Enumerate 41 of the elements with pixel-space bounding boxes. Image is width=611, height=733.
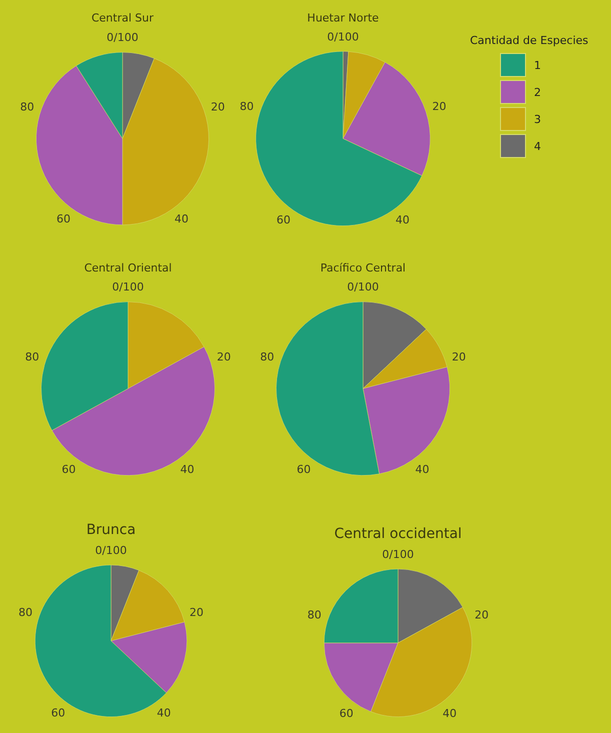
text: 20 (190, 606, 204, 619)
text: 0/100 (95, 544, 127, 557)
text: 40 (415, 463, 430, 476)
text: 40 (180, 463, 194, 476)
text: 80 (25, 350, 40, 364)
text: 60 (339, 706, 354, 720)
text: 80 (18, 606, 32, 619)
text: 0/100 (112, 280, 144, 294)
chart-title: Brunca (86, 522, 136, 538)
legend-title: Cantidad de Especies (470, 34, 588, 47)
text: 40 (174, 212, 188, 226)
text: 60 (62, 463, 76, 476)
chart-title: Central occidental (334, 526, 462, 542)
legend-label: 1 (534, 58, 541, 72)
text: 20 (432, 100, 446, 114)
text: 20 (452, 350, 466, 364)
text: 20 (210, 100, 225, 114)
text: 80 (240, 100, 254, 114)
text: 20 (474, 608, 489, 622)
text: 80 (307, 608, 322, 622)
legend-label: 2 (534, 86, 541, 98)
chart-title: Huetar Norte (307, 11, 380, 24)
text: 0/100 (382, 548, 414, 561)
text: 80 (20, 100, 34, 114)
text: 0/100 (106, 31, 138, 44)
legend-label: 3 (534, 112, 541, 126)
chart-title: Central Oriental (84, 261, 172, 274)
text: 60 (296, 463, 311, 476)
text: 20 (216, 350, 231, 364)
text: 40 (442, 706, 457, 720)
text: 60 (51, 706, 66, 720)
text: 60 (276, 213, 291, 226)
chart-title: Central Sur (91, 11, 154, 24)
legend-label: 4 (534, 140, 541, 152)
text: 0/100 (327, 30, 359, 44)
chart-title: Pacífico Central (320, 261, 406, 274)
text: 40 (395, 213, 410, 226)
text: 40 (156, 706, 171, 720)
text: 60 (56, 212, 71, 226)
text: 80 (260, 350, 274, 364)
text: 0/100 (347, 280, 379, 294)
